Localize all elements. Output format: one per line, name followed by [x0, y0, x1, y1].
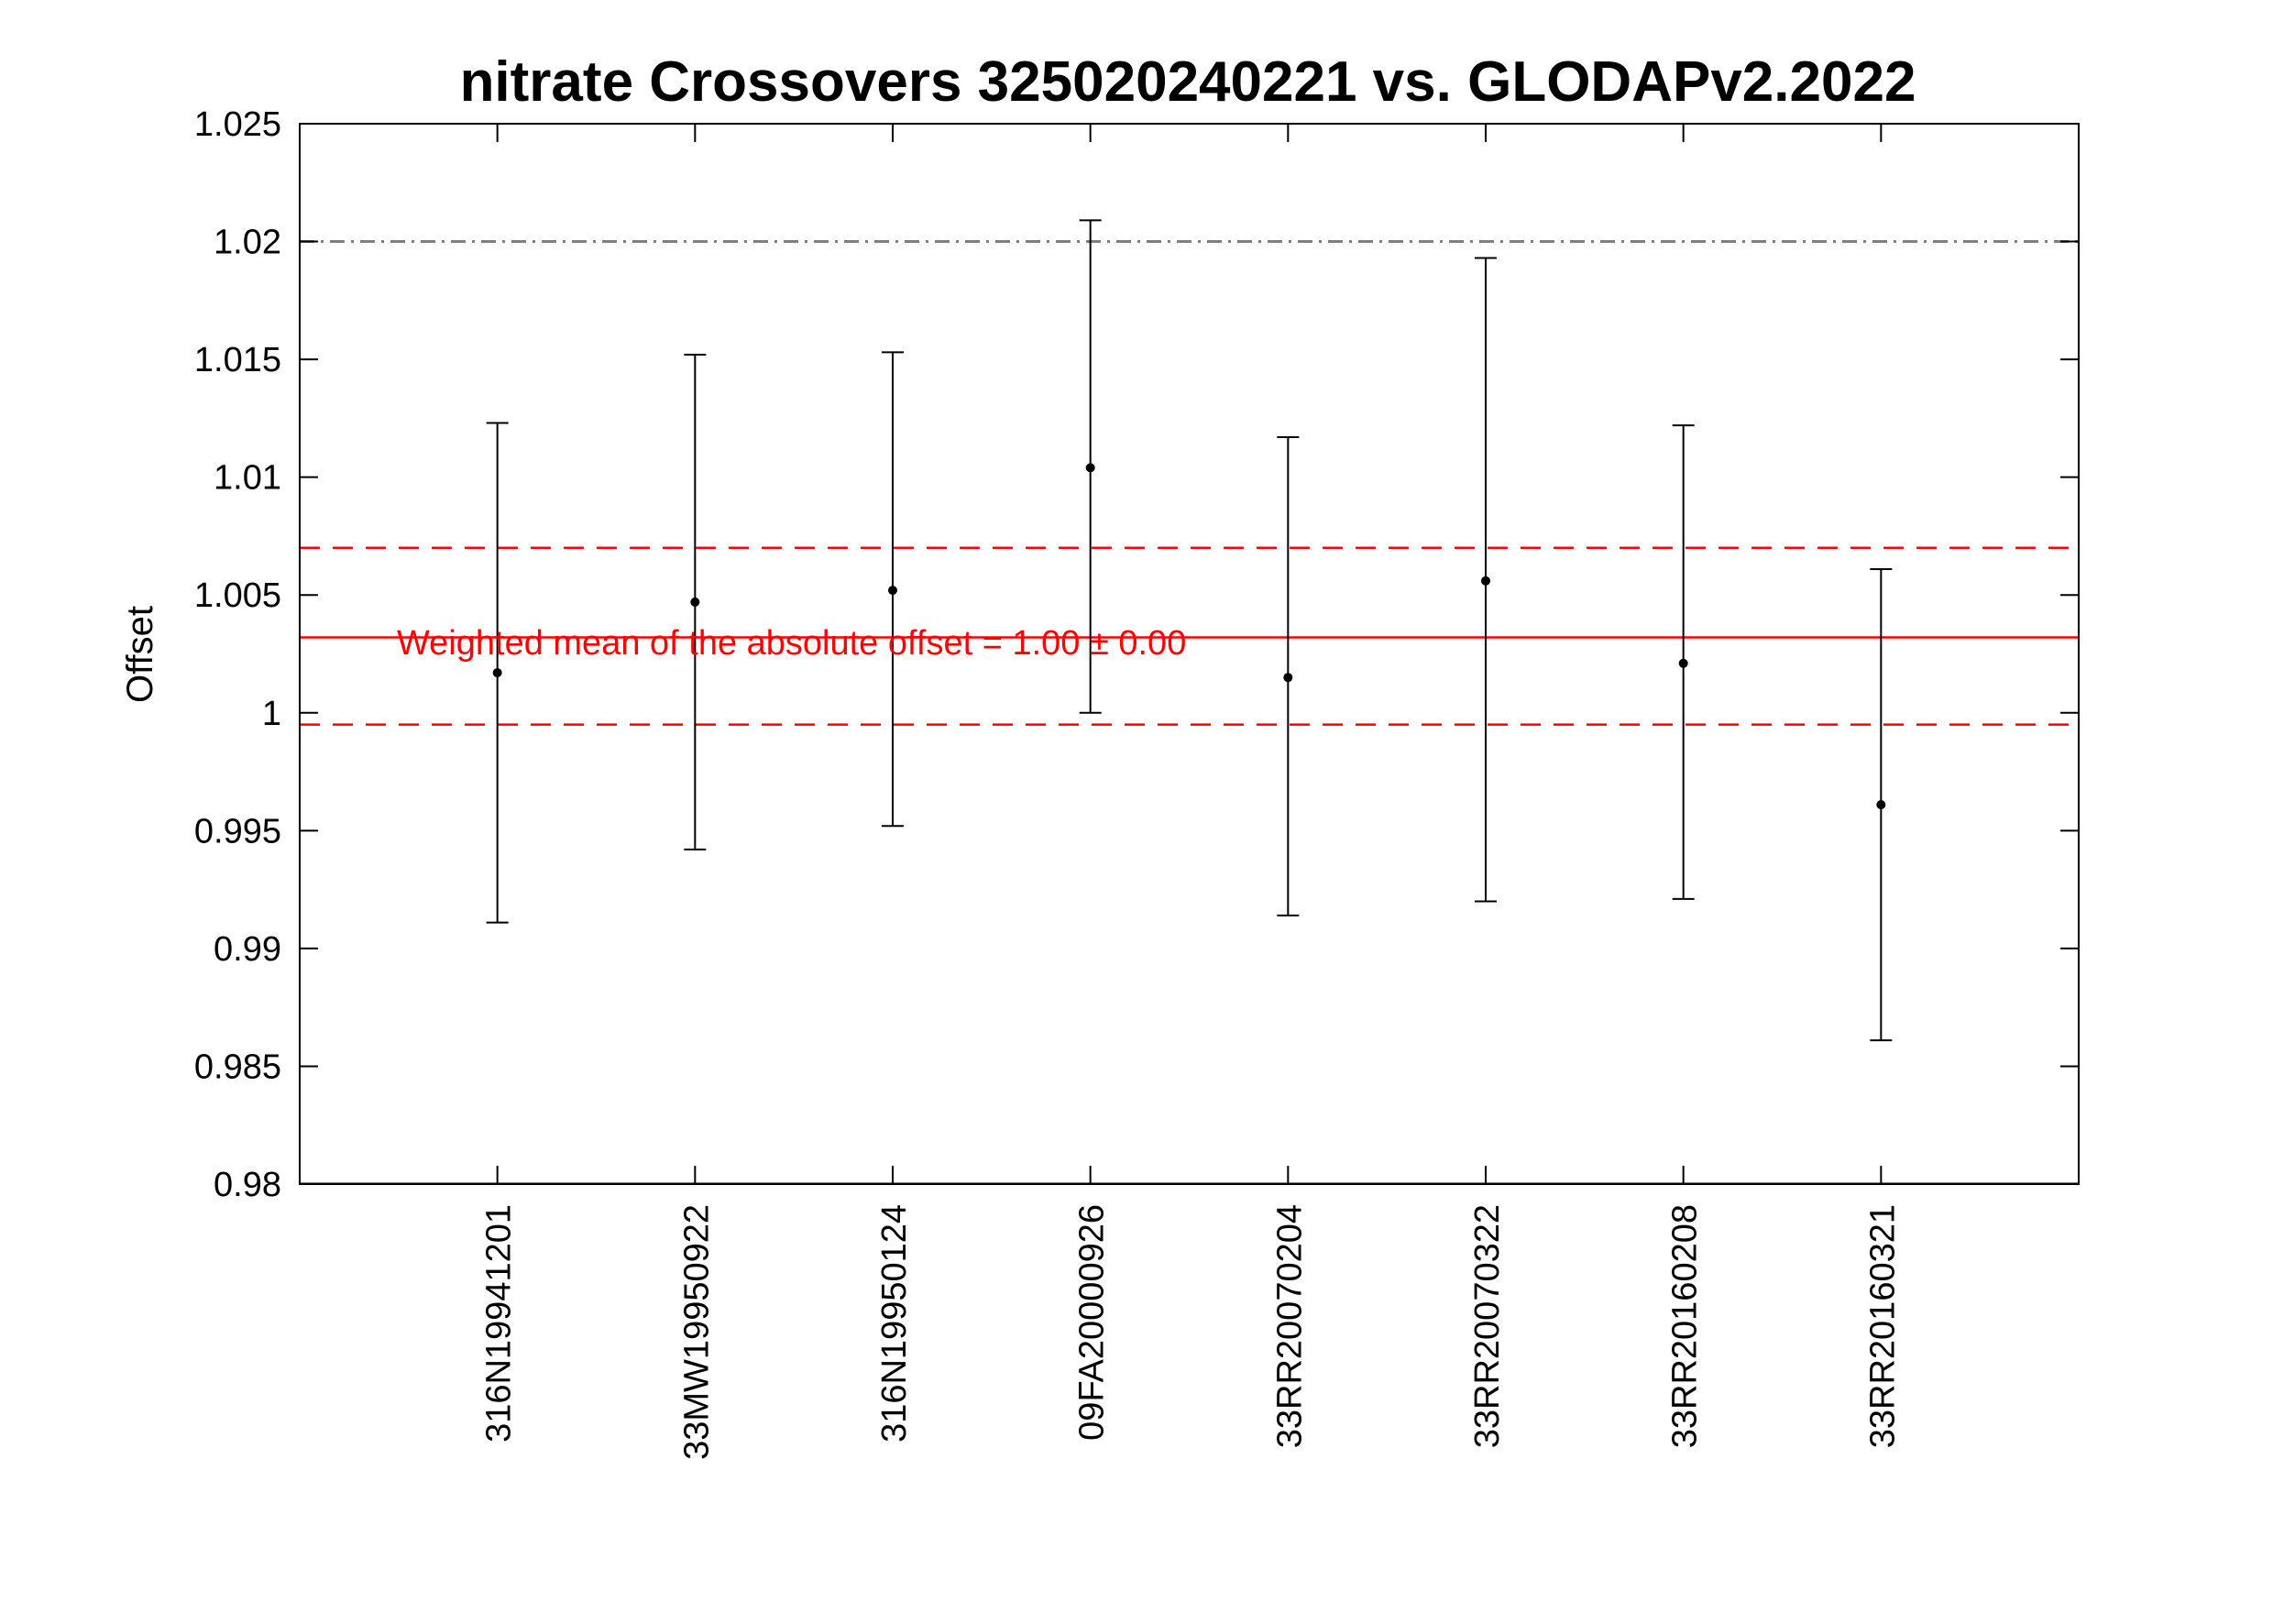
x-tick-label: 09FA20000926 — [1073, 1204, 1112, 1441]
plot-frame — [299, 123, 2080, 1185]
data-point — [888, 586, 897, 596]
y-tick-label: 0.99 — [214, 930, 281, 969]
data-point — [1481, 576, 1490, 586]
y-tick-label: 1.005 — [194, 576, 281, 615]
y-tick-label: 1.02 — [214, 224, 281, 262]
x-tick-label: 33RR20070204 — [1270, 1204, 1309, 1448]
plot-area: 0.98 0.985 0.99 0.995 1 1.005 1.01 1.015 1.02 1.0… — [194, 105, 2080, 1460]
y-tick-label: 0.995 — [194, 812, 281, 850]
y-tick-label: 0.985 — [194, 1048, 281, 1086]
y-tick-label: 1.015 — [194, 341, 281, 379]
y-tick-label: 1 — [262, 695, 281, 733]
weighted-mean-annotation: Weighted mean of the absolute offset = 1… — [397, 624, 1186, 663]
data-point — [1876, 800, 1886, 810]
y-axis-label: Offset — [120, 606, 160, 703]
y-tick-label: 1.01 — [214, 459, 281, 498]
x-tick-label: 33MW19950922 — [677, 1204, 716, 1460]
x-tick-label: 33RR20070322 — [1468, 1204, 1507, 1448]
data-point — [1678, 658, 1688, 668]
data-point — [1085, 463, 1095, 473]
data-point — [492, 668, 502, 678]
y-tick-label: 0.98 — [214, 1166, 281, 1204]
x-tick-label: 316N19941201 — [480, 1204, 519, 1443]
data-point — [1283, 673, 1293, 683]
y-tick-label: 1.025 — [194, 105, 281, 144]
x-tick-label: 316N19950124 — [875, 1204, 914, 1443]
chart-title: nitrate Crossovers 325020240221 vs. GLOD… — [460, 50, 1916, 114]
x-tick-label: 33RR20160321 — [1863, 1204, 1902, 1448]
x-tick-label: 33RR20160208 — [1666, 1204, 1705, 1448]
data-point — [690, 597, 700, 607]
